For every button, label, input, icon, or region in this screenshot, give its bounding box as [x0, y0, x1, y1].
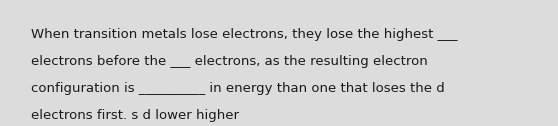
Text: electrons before the ___ electrons, as the resulting electron: electrons before the ___ electrons, as t… [31, 55, 427, 68]
Text: electrons first. s d lower higher: electrons first. s d lower higher [31, 109, 239, 122]
Text: configuration is __________ in energy than one that loses the d: configuration is __________ in energy th… [31, 82, 444, 95]
Text: When transition metals lose electrons, they lose the highest ___: When transition metals lose electrons, t… [31, 28, 457, 41]
